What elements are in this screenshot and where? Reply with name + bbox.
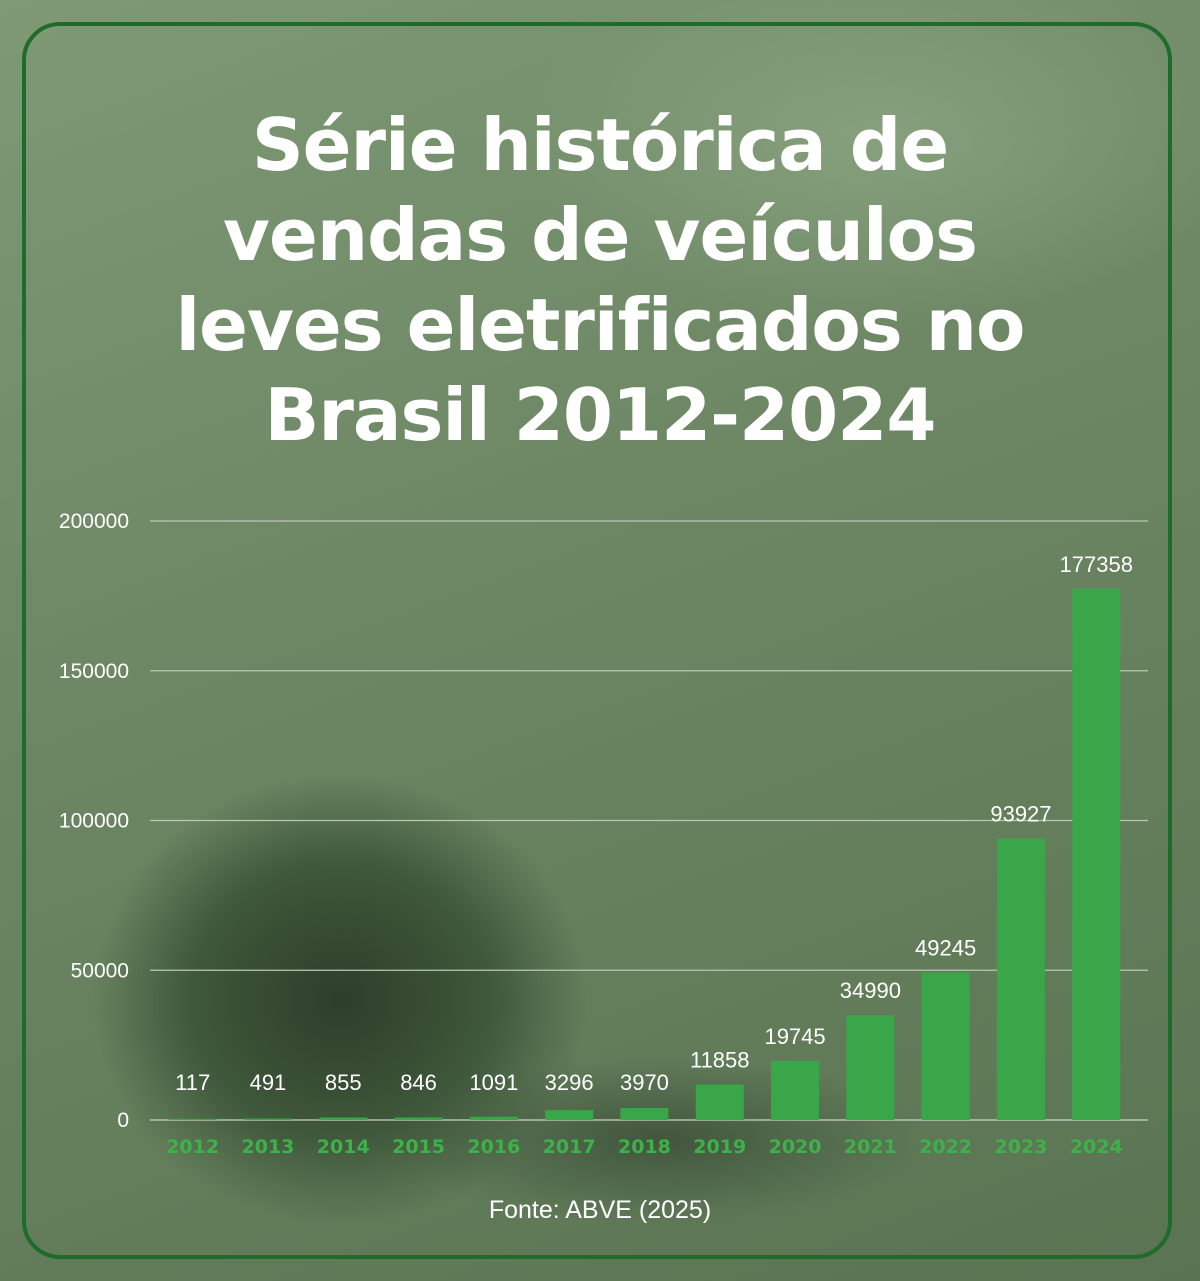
data-label: 49245 (915, 936, 976, 961)
data-label: 1091 (469, 1070, 518, 1095)
title-line: Série histórica de (251, 103, 949, 187)
bar (846, 1015, 895, 1120)
bar (243, 1118, 292, 1120)
bar (469, 1116, 518, 1120)
y-tick-label: 200000 (59, 510, 129, 533)
data-label: 93927 (990, 802, 1051, 827)
bar (921, 972, 970, 1120)
x-tick-label: 2021 (844, 1136, 897, 1158)
bar (620, 1108, 669, 1120)
title-line: vendas de veículos (223, 193, 978, 277)
bar (394, 1117, 443, 1120)
data-label: 3970 (620, 1070, 669, 1095)
data-label: 117 (175, 1070, 210, 1095)
data-label: 491 (250, 1070, 287, 1095)
x-tick-label: 2019 (693, 1136, 746, 1158)
x-tick-label: 2020 (769, 1136, 822, 1158)
bar (1072, 588, 1121, 1120)
data-label: 34990 (840, 978, 901, 1003)
page-title: Série histórica de vendas de veículos le… (80, 100, 1120, 460)
y-tick-label: 50000 (71, 959, 129, 982)
x-tick-label: 2023 (995, 1136, 1048, 1158)
bar (996, 838, 1045, 1120)
bar (695, 1084, 744, 1120)
y-tick-label: 150000 (59, 660, 129, 683)
data-label: 3296 (545, 1070, 594, 1095)
title-line: leves eletrificados no (175, 283, 1025, 367)
card-frame (22, 22, 1172, 1259)
bar (168, 1118, 217, 1120)
x-tick-label: 2015 (392, 1136, 445, 1158)
y-tick-label: 0 (117, 1109, 129, 1132)
x-tick-label: 2017 (543, 1136, 596, 1158)
x-tick-label: 2014 (317, 1136, 370, 1158)
data-label: 855 (325, 1070, 362, 1095)
data-label: 11858 (690, 1047, 750, 1072)
bar (771, 1060, 820, 1120)
title-line: Brasil 2012-2024 (264, 373, 937, 457)
bar (545, 1110, 594, 1120)
source-note: Fonte: ABVE (2025) (488, 1196, 712, 1224)
x-tick-label: 2012 (166, 1136, 219, 1158)
x-tick-label: 2016 (467, 1136, 520, 1158)
x-tick-label: 2018 (618, 1136, 671, 1158)
x-tick-label: 2013 (242, 1136, 295, 1158)
x-tick-label: 2022 (919, 1136, 972, 1158)
y-tick-label: 100000 (59, 810, 129, 833)
data-label: 177358 (1060, 552, 1133, 577)
data-label: 846 (400, 1070, 437, 1095)
bar (319, 1117, 368, 1120)
data-label: 19745 (764, 1024, 825, 1049)
x-tick-label: 2024 (1070, 1136, 1123, 1158)
